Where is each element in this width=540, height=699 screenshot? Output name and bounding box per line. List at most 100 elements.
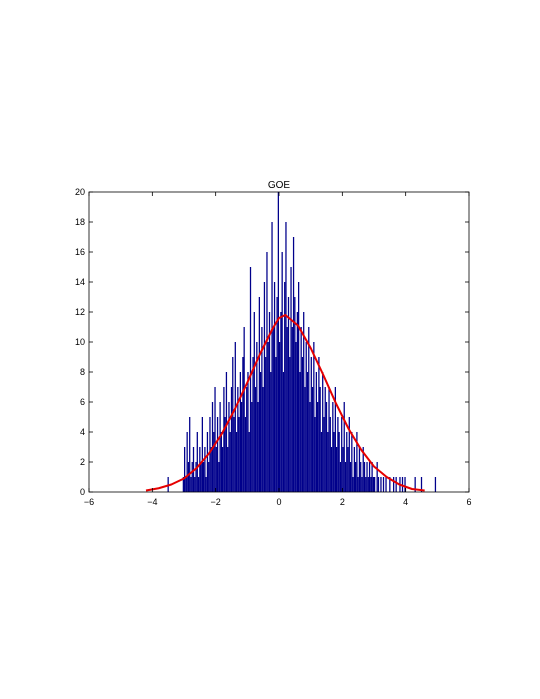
histogram-bar — [349, 462, 352, 492]
histogram-bar — [242, 357, 244, 492]
histogram-bar — [273, 282, 276, 492]
histogram-bar — [434, 477, 437, 492]
histogram-bar — [285, 222, 287, 492]
histogram-bar — [361, 477, 363, 492]
histogram-bar — [303, 312, 305, 492]
histogram-bar — [317, 402, 319, 492]
histogram-bar — [210, 447, 212, 492]
histogram-bar — [313, 342, 315, 492]
histogram-bar — [395, 477, 397, 492]
histogram-bar — [404, 477, 406, 492]
histogram-bar — [376, 462, 378, 492]
histogram-bar — [258, 297, 260, 492]
histogram-bar — [315, 372, 317, 492]
histogram-bar — [363, 462, 366, 492]
histogram-bar — [334, 387, 336, 492]
histogram-bar — [287, 297, 290, 492]
histogram-bar — [311, 387, 314, 492]
histogram-bar — [296, 312, 298, 492]
histogram-bar — [338, 432, 340, 492]
histogram-bar — [246, 387, 248, 492]
histogram-bar — [401, 477, 404, 492]
histogram-bar — [186, 432, 188, 492]
histogram-bar — [262, 387, 264, 492]
histogram-bar — [343, 402, 345, 492]
histogram-bar — [218, 462, 220, 492]
histogram-bar — [318, 357, 320, 492]
histogram-bar — [291, 327, 293, 492]
histogram-bar — [377, 477, 380, 492]
histogram-bar — [420, 477, 423, 492]
histogram-bar — [252, 357, 254, 492]
histogram-bar — [389, 477, 391, 492]
histogram-bar — [341, 417, 343, 492]
histogram-bar — [253, 312, 255, 492]
histogram-bar — [327, 432, 329, 492]
histogram-bar — [270, 372, 272, 492]
y-tick-label: 18 — [75, 217, 85, 227]
histogram-bar — [248, 432, 250, 492]
y-tick-label: 0 — [80, 487, 85, 497]
histogram-bar — [292, 237, 295, 492]
histogram-bar — [360, 462, 362, 492]
y-tick-label: 6 — [80, 397, 85, 407]
chart-title: GOE — [268, 180, 291, 191]
histogram-bar — [184, 447, 186, 492]
histogram-bar — [228, 402, 230, 492]
histogram-bar — [366, 462, 368, 492]
histogram-bar — [219, 402, 221, 492]
histogram-bar — [330, 447, 333, 492]
density-curve — [145, 314, 425, 492]
y-tick-label: 4 — [80, 427, 85, 437]
histogram-bar — [284, 282, 286, 492]
histogram-bar — [372, 477, 374, 492]
histogram-bar — [300, 327, 302, 492]
histogram-bar — [370, 477, 372, 492]
histogram-bar — [346, 432, 348, 492]
histogram-bar — [244, 417, 247, 492]
x-tick-label: 0 — [276, 497, 281, 507]
histogram-bar — [195, 462, 197, 492]
histogram-bar — [305, 342, 307, 492]
histogram-bar — [367, 477, 369, 492]
histogram-bar — [229, 432, 231, 492]
histogram-bar — [339, 462, 342, 492]
histogram-bar — [362, 447, 364, 492]
histogram-bar — [323, 417, 325, 492]
histogram-bar — [352, 477, 354, 492]
histogram-bar — [368, 462, 371, 492]
histogram-bar — [206, 432, 209, 492]
histogram-bar — [277, 192, 279, 492]
y-tick-label: 10 — [75, 337, 85, 347]
histogram-bar — [230, 387, 233, 492]
histogram-bar — [353, 447, 355, 492]
histogram-bar — [355, 462, 357, 492]
histogram-bar — [299, 372, 301, 492]
histogram-bar — [233, 417, 235, 492]
histogram-bar — [328, 387, 330, 492]
histogram-bar — [223, 387, 225, 492]
histogram-bar — [304, 387, 306, 492]
histogram-bar — [201, 417, 203, 492]
histogram-bar — [301, 357, 304, 492]
y-tick-label: 16 — [75, 247, 85, 257]
histogram-bar — [320, 432, 323, 492]
histogram-bar — [213, 432, 215, 492]
histogram-bar — [185, 477, 187, 492]
histogram-bar — [203, 462, 205, 492]
x-axis: −6 −4 −2 0 2 4 6 — [84, 192, 472, 507]
y-tick-label: 2 — [80, 457, 85, 467]
histogram-bar — [306, 372, 309, 492]
histogram-bar — [196, 432, 198, 492]
histogram-bar — [294, 297, 296, 492]
histogram-bar — [325, 402, 328, 492]
histogram-bar — [374, 477, 376, 492]
x-tick-label: 6 — [466, 497, 471, 507]
histogram-bar — [279, 342, 281, 492]
histogram-bar — [225, 372, 228, 492]
histogram-bar — [332, 402, 334, 492]
histogram-bar — [208, 462, 210, 492]
histogram-bar — [243, 327, 245, 492]
histogram-bar — [238, 417, 240, 492]
histogram-bar — [247, 372, 249, 492]
